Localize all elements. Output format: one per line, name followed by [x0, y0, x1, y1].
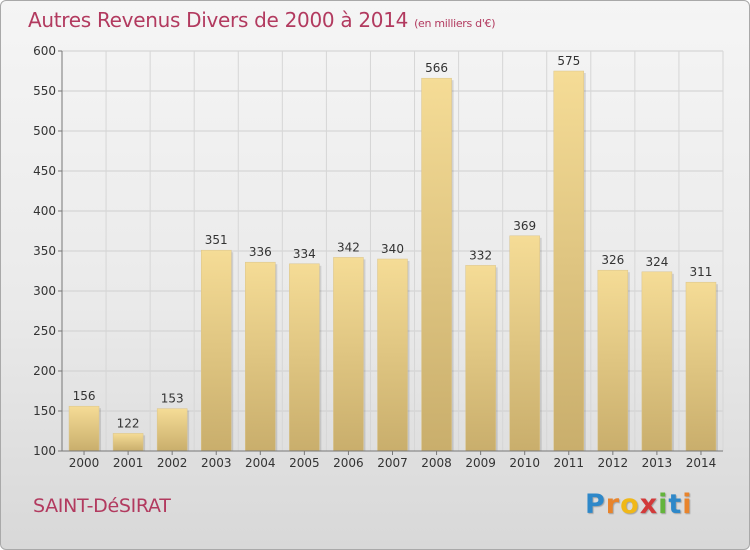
x-tick-label: 2014: [686, 456, 717, 470]
y-tick-label: 500: [33, 124, 56, 138]
x-tick-label: 2012: [598, 456, 629, 470]
x-tick-label: 2013: [642, 456, 673, 470]
x-tick-label: 2004: [245, 456, 276, 470]
data-label: 326: [601, 253, 624, 267]
x-tick-label: 2006: [333, 456, 364, 470]
bar-2006: [333, 257, 364, 452]
logo-letter: r: [605, 489, 621, 520]
data-label: 336: [249, 245, 272, 259]
data-label: 122: [117, 416, 140, 430]
data-label: 566: [425, 61, 448, 75]
logo-letter: i: [658, 489, 669, 520]
bar-2005: [289, 263, 320, 452]
logo-letter: i: [682, 489, 693, 520]
x-tick-label: 2009: [465, 456, 496, 470]
bar-2014: [685, 281, 717, 452]
bar-2011: [553, 70, 585, 452]
logo-letter: t: [668, 489, 683, 520]
y-tick-label: 200: [33, 364, 56, 378]
y-tick-label: 600: [33, 44, 56, 58]
x-tick-label: 2000: [69, 456, 100, 470]
x-tick-label: 2010: [509, 456, 540, 470]
chart-unit: (en milliers d'€): [414, 17, 496, 30]
data-label: 575: [557, 54, 580, 68]
x-tick-label: 2011: [553, 456, 584, 470]
x-tick-label: 2001: [113, 456, 144, 470]
logo-letter: o: [620, 489, 640, 520]
data-label: 342: [337, 240, 360, 254]
x-tick-label: 2008: [421, 456, 452, 470]
data-label: 156: [73, 389, 96, 403]
x-tick-label: 2002: [157, 456, 188, 470]
bar-2007: [377, 258, 408, 452]
x-tick-label: 2007: [377, 456, 408, 470]
y-tick-label: 350: [33, 244, 56, 258]
bar-2008: [421, 77, 452, 452]
x-tick-label: 2003: [201, 456, 232, 470]
bar-2002: [156, 408, 188, 452]
logo-letter: x: [639, 489, 659, 520]
bar-2009: [465, 265, 496, 452]
logo-letter: P: [585, 489, 606, 520]
data-label: 340: [381, 242, 404, 256]
data-label: 311: [690, 265, 713, 279]
bar-2010: [509, 235, 540, 452]
y-tick-label: 250: [33, 324, 56, 338]
bar-2013: [641, 271, 673, 452]
y-tick-label: 550: [33, 84, 56, 98]
y-tick-label: 100: [33, 444, 56, 458]
data-label: 369: [513, 219, 536, 233]
data-label: 153: [161, 392, 184, 406]
y-tick-label: 400: [33, 204, 56, 218]
proxiti-logo: Proxiti: [585, 489, 693, 520]
data-label: 332: [469, 248, 492, 262]
bar-2012: [597, 269, 629, 452]
data-label: 351: [205, 233, 228, 247]
chart-title-text: Autres Revenus Divers de 2000 à 2014: [28, 8, 409, 32]
x-tick-label: 2005: [289, 456, 320, 470]
bar-2004: [245, 261, 276, 452]
data-label: 334: [293, 247, 316, 261]
data-label: 324: [645, 255, 668, 269]
bar-2001: [112, 433, 144, 452]
y-tick-label: 300: [33, 284, 56, 298]
y-tick-label: 450: [33, 164, 56, 178]
chart-title: Autres Revenus Divers de 2000 à 2014 (en …: [28, 8, 496, 32]
town-name: SAINT-DéSIRAT: [33, 495, 171, 517]
bar-2003: [200, 249, 232, 452]
y-tick-label: 150: [33, 404, 56, 418]
bar-2000: [68, 405, 100, 452]
